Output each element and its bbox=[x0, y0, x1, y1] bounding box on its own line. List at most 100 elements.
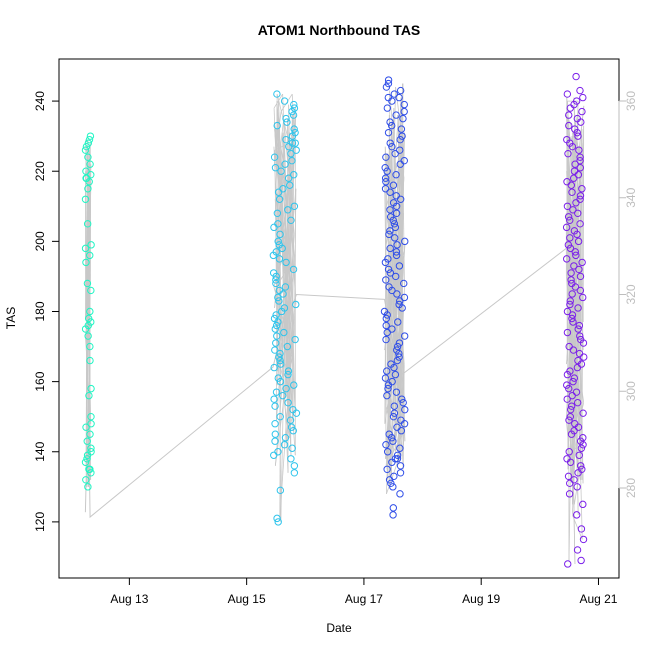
data-point bbox=[283, 118, 291, 126]
y-tick-label: 160 bbox=[33, 371, 47, 391]
data-point bbox=[271, 402, 279, 410]
data-point bbox=[401, 237, 409, 246]
data-point bbox=[578, 107, 586, 116]
data-point bbox=[389, 437, 397, 445]
data-point bbox=[568, 391, 576, 400]
data-point bbox=[574, 325, 582, 333]
data-point bbox=[573, 398, 582, 407]
y2-tick-label: 300 bbox=[624, 381, 638, 401]
data-point bbox=[565, 416, 573, 424]
data-point bbox=[388, 97, 396, 105]
data-point bbox=[563, 370, 572, 379]
x-axis-label: Date bbox=[326, 621, 352, 635]
data-point bbox=[387, 121, 396, 130]
data-point bbox=[290, 469, 299, 477]
data-point bbox=[396, 86, 405, 95]
data-point bbox=[382, 321, 390, 330]
trace-segment bbox=[287, 115, 293, 382]
trace-segment bbox=[577, 300, 584, 484]
data-point bbox=[381, 374, 390, 382]
trace-segment bbox=[293, 188, 297, 344]
data-point bbox=[271, 164, 280, 172]
data-point bbox=[288, 107, 296, 116]
data-point bbox=[276, 486, 285, 495]
data-point bbox=[398, 132, 406, 140]
data-point bbox=[381, 185, 390, 193]
data-point bbox=[566, 412, 574, 421]
data-point bbox=[567, 181, 576, 189]
x-tick-label: Aug 17 bbox=[345, 592, 383, 606]
data-point bbox=[382, 153, 390, 161]
data-point bbox=[570, 374, 579, 382]
y2-tick-label: 320 bbox=[624, 284, 638, 304]
data-point bbox=[272, 388, 281, 396]
data-point bbox=[279, 290, 287, 298]
data-point bbox=[269, 251, 278, 260]
data-point bbox=[399, 398, 407, 407]
y2-tick-label: 360 bbox=[624, 91, 638, 111]
data-point bbox=[275, 297, 283, 305]
data-point bbox=[289, 427, 297, 435]
data-point bbox=[392, 202, 401, 210]
data-point bbox=[386, 227, 394, 235]
data-point bbox=[275, 195, 284, 203]
data-point bbox=[400, 100, 408, 109]
data-point bbox=[576, 332, 584, 340]
data-point bbox=[81, 325, 90, 333]
data-point bbox=[395, 339, 404, 347]
data-point bbox=[85, 465, 93, 473]
data-point bbox=[273, 514, 281, 523]
data-point bbox=[382, 276, 390, 284]
data-point bbox=[284, 367, 293, 375]
data-point bbox=[565, 448, 573, 456]
data-point bbox=[381, 174, 390, 182]
secondary-line bbox=[84, 105, 585, 519]
data-point bbox=[566, 458, 575, 466]
data-point bbox=[87, 412, 95, 421]
data-point bbox=[579, 339, 588, 347]
data-point bbox=[287, 216, 295, 225]
data-point bbox=[383, 367, 391, 375]
data-point bbox=[287, 149, 295, 158]
data-point bbox=[566, 297, 574, 305]
data-point bbox=[83, 437, 91, 445]
data-point bbox=[571, 248, 579, 256]
data-point bbox=[395, 353, 403, 361]
data-point bbox=[568, 311, 577, 319]
data-point bbox=[392, 171, 400, 179]
data-point bbox=[569, 346, 578, 354]
data-point bbox=[272, 311, 280, 319]
data-point bbox=[565, 111, 573, 119]
data-point bbox=[396, 135, 404, 144]
data-point bbox=[393, 455, 402, 463]
data-point bbox=[283, 342, 292, 351]
data-point bbox=[566, 479, 574, 488]
data-point bbox=[81, 458, 90, 466]
data-point bbox=[272, 276, 280, 284]
y-tick-label: 140 bbox=[33, 441, 47, 461]
data-point bbox=[85, 135, 94, 144]
data-point bbox=[579, 441, 587, 449]
data-point bbox=[388, 142, 396, 151]
data-point bbox=[576, 192, 585, 200]
data-point bbox=[392, 209, 401, 217]
data-point bbox=[392, 251, 401, 260]
trace-segment bbox=[273, 93, 283, 109]
data-point bbox=[563, 90, 572, 98]
data-point bbox=[579, 409, 587, 417]
data-point bbox=[567, 402, 576, 410]
data-point bbox=[563, 395, 571, 403]
data-point bbox=[570, 174, 578, 182]
data-point bbox=[562, 223, 571, 232]
data-point bbox=[274, 318, 282, 326]
data-point bbox=[396, 490, 404, 498]
data-point bbox=[278, 391, 287, 400]
data-point bbox=[388, 286, 396, 295]
data-point bbox=[573, 483, 581, 491]
data-point bbox=[280, 328, 288, 337]
data-point bbox=[274, 237, 282, 246]
axes-layer: Aug 13 Aug 15 Aug 17 Aug 19 Aug 21 120 140 160 1… bbox=[33, 91, 638, 606]
data-point bbox=[572, 72, 580, 81]
data-point bbox=[87, 420, 95, 428]
data-point bbox=[393, 290, 401, 298]
